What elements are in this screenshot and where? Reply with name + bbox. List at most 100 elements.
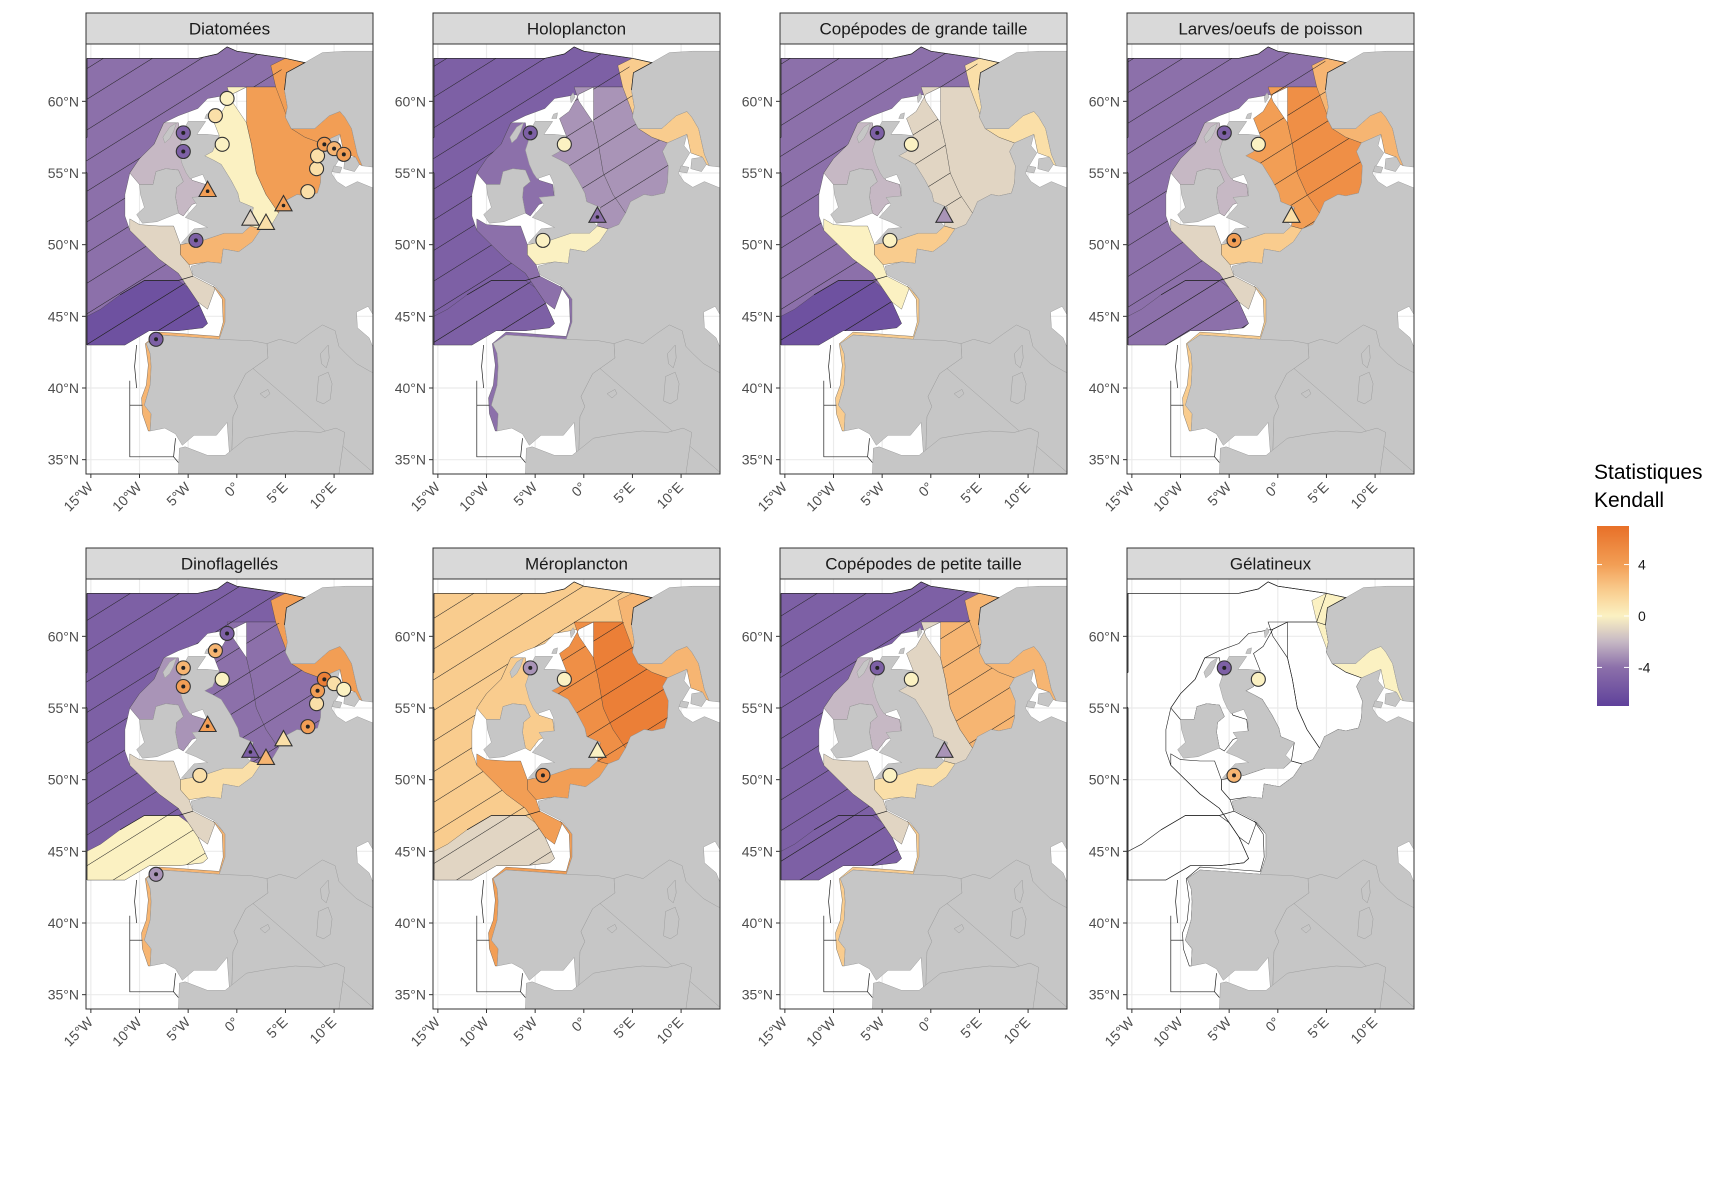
lat-tick-label: 50°N (742, 237, 773, 253)
land-sardinia (1357, 906, 1374, 940)
lon-tick-label: 15°W (754, 1013, 790, 1049)
significance-dot (1222, 130, 1227, 135)
facet-title: Méroplancton (525, 555, 628, 574)
lat-tick-label: 50°N (48, 237, 79, 253)
lat-tick-label: 45°N (742, 308, 773, 324)
lon-tick-label: 10°E (1347, 479, 1380, 512)
station-circle (309, 161, 325, 177)
land-africa (1219, 962, 1387, 1009)
land-zealand (690, 156, 707, 172)
land-funen (331, 700, 343, 709)
facet-title: Diatomées (189, 20, 270, 39)
land-hebrides (509, 122, 524, 144)
land-zealand (1384, 691, 1401, 707)
land-hebrides (856, 122, 871, 144)
significance-dot (281, 203, 286, 208)
land-mallorca (606, 924, 618, 934)
lon-tick-label: 0° (221, 479, 242, 500)
lat-tick-label: 40°N (1089, 380, 1120, 396)
land-orkney (551, 112, 558, 119)
station-circle (214, 671, 230, 687)
lat-tick-label: 60°N (48, 628, 79, 644)
land-ireland (136, 168, 184, 224)
lat-tick-label: 60°N (1089, 93, 1120, 109)
station-circle (556, 136, 572, 152)
station-circle (309, 696, 325, 712)
land-mallorca (606, 389, 618, 399)
hatch-biscay (1128, 280, 1249, 345)
station-circle (192, 767, 208, 783)
lon-tick-label: 5°E (957, 1014, 984, 1041)
facet-title: Copépodes de grande taille (820, 20, 1028, 39)
lat-tick-label: 55°N (742, 165, 773, 181)
lon-tick-label: 5°E (610, 479, 637, 506)
land-mallorca (259, 924, 271, 934)
lat-tick-label: 45°N (1089, 308, 1120, 324)
lat-tick-label: 55°N (395, 165, 426, 181)
area-outline (813, 810, 888, 831)
lon-tick-label: 10°W (109, 1013, 145, 1049)
land-corsica (1014, 879, 1024, 904)
area-outline (1128, 581, 1347, 625)
land-orkney (1245, 647, 1252, 654)
facet-strip (432, 12, 721, 45)
lon-tick-label: 5°E (1304, 479, 1331, 506)
lat-tick-label: 40°N (48, 380, 79, 396)
lon-tick-label: 10°E (653, 479, 686, 512)
land-ireland (1177, 703, 1225, 759)
land-ireland (483, 703, 531, 759)
lat-tick-label: 60°N (742, 628, 773, 644)
significance-dot (181, 130, 186, 135)
lon-tick-label: 0° (1262, 479, 1283, 500)
lon-tick-label: 10°W (803, 478, 839, 514)
lat-tick-label: 50°N (395, 772, 426, 788)
lon-tick-label: 10°W (803, 1013, 839, 1049)
facet-panel: Diatomées 60°N 55°N 50°N 45°N 40°N 35°N 15°W 10°… (48, 12, 374, 514)
area-outline (867, 456, 873, 463)
lat-tick-label: 50°N (1089, 772, 1120, 788)
lat-tick-label: 45°N (48, 308, 79, 324)
hatch-northsea_west (551, 622, 626, 764)
land-ireland (1177, 168, 1225, 224)
land-orkney (1245, 112, 1252, 119)
significance-dot (213, 648, 218, 653)
land-africa (178, 427, 346, 474)
station-circle (903, 136, 919, 152)
area-outline (119, 275, 194, 296)
lat-tick-label: 35°N (395, 452, 426, 468)
lon-tick-label: 5°W (510, 1013, 541, 1044)
significance-dot (154, 337, 159, 342)
lat-tick-label: 50°N (48, 772, 79, 788)
facet-strip (779, 12, 1068, 45)
area-outline (481, 879, 484, 924)
hatch-northsea_east (940, 622, 1016, 749)
land-shetland (1263, 627, 1270, 639)
significance-dot (595, 215, 600, 219)
lon-tick-label: 10°E (1000, 479, 1033, 512)
land-mallorca (953, 924, 965, 934)
area-outline (466, 275, 541, 296)
land-hebrides (162, 657, 177, 679)
land-iberia (838, 869, 963, 1009)
area-outline (1160, 275, 1235, 296)
land-iberia (1185, 334, 1310, 474)
area-outline (87, 46, 306, 90)
hatch-atlantic (1127, 46, 1327, 345)
land-orkney (898, 112, 905, 119)
facet-panel: Copépodes de petite taille 60°N 55°N 50°N 45… (742, 547, 1068, 1049)
lon-tick-label: 0° (915, 479, 936, 500)
land-hebrides (1203, 657, 1218, 679)
lon-tick-label: 10°E (1000, 1014, 1033, 1047)
station-triangle (198, 715, 218, 733)
lat-tick-label: 60°N (48, 93, 79, 109)
land-hebrides (856, 657, 871, 679)
area-outline (129, 915, 176, 993)
hatch-atlantic (86, 46, 286, 345)
land-corsica (667, 879, 677, 904)
land-africa (525, 962, 693, 1009)
station-circle (300, 184, 316, 200)
hatch-atlantic (780, 581, 980, 880)
land-orkney (898, 647, 905, 654)
significance-dot (322, 142, 327, 147)
land-africa (872, 962, 1040, 1009)
